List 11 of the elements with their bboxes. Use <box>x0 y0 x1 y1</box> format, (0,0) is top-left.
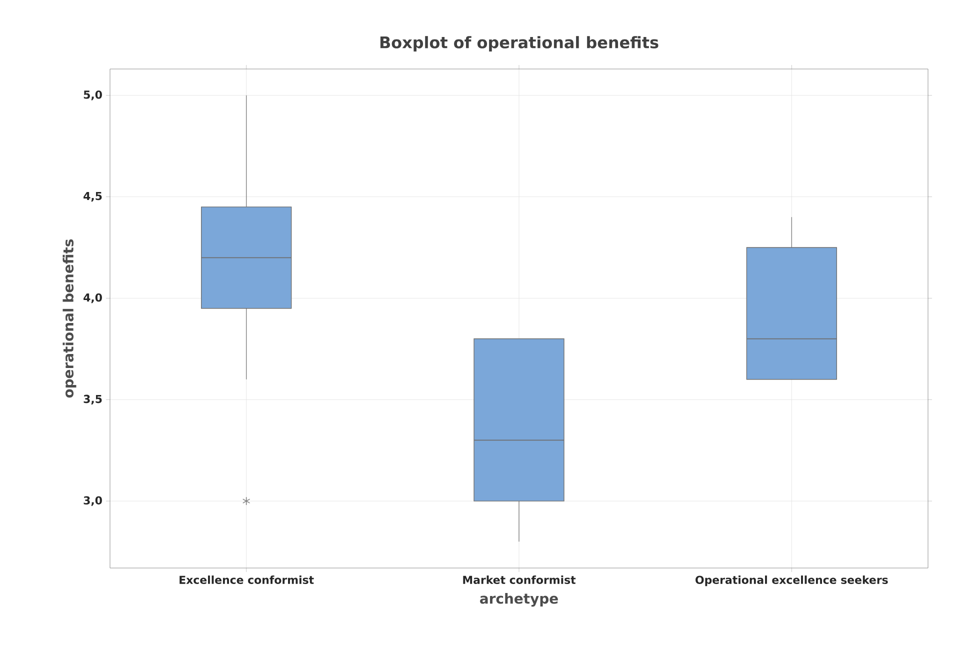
x-axis-title: archetype <box>480 592 558 607</box>
x-tick-label: Operational excellence seekers <box>696 576 888 586</box>
x-tick-label: Market conformist <box>463 576 576 584</box>
y-tick-label: 4,5 <box>84 192 102 202</box>
x-tick-label: Excellence conformist <box>180 576 314 584</box>
y-tick-label: 3,0 <box>84 496 102 506</box>
y-tick-label: 3,5 <box>84 394 102 404</box>
y-axis-title: operational benefits <box>62 239 76 398</box>
y-tick-label: 5,0 <box>84 90 102 100</box>
y-tick-label: 4,0 <box>84 293 102 304</box>
chart-title: Boxplot of operational benefits <box>380 36 658 52</box>
